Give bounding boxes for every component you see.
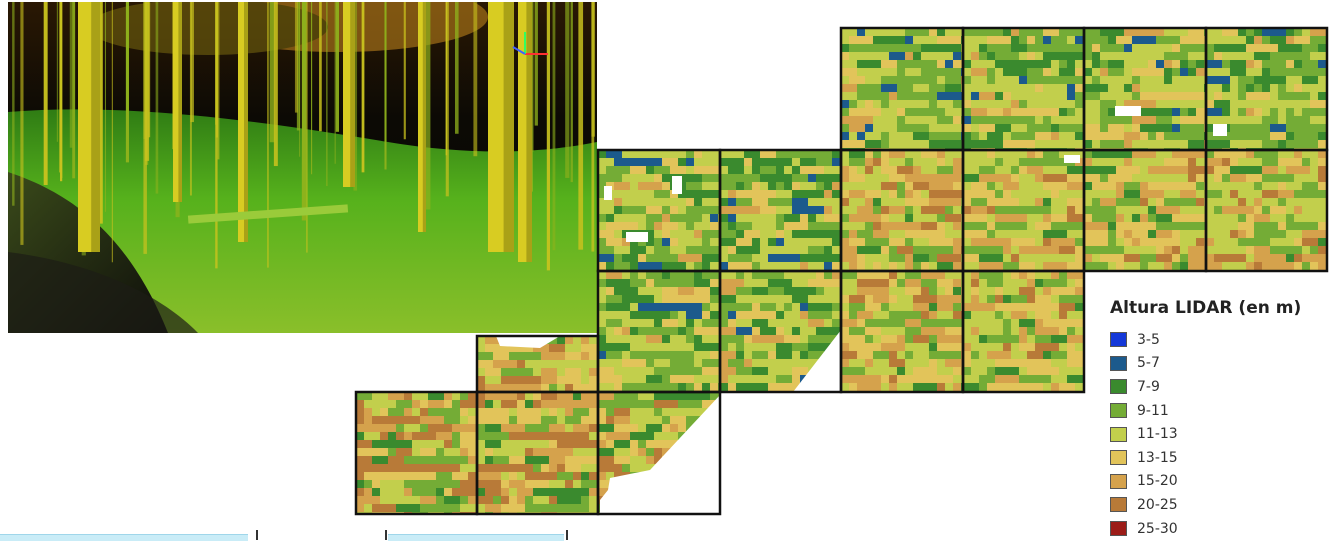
legend-swatch (1110, 332, 1127, 348)
legend-swatch (1110, 497, 1127, 513)
legend-item: 11-13 (1110, 422, 1325, 446)
cropped-panel-strip (388, 534, 564, 541)
legend-swatch (1110, 379, 1127, 395)
lidar-point-cloud-image (8, 2, 597, 333)
legend-item: 7-9 (1110, 375, 1325, 399)
legend-label: 3-5 (1137, 331, 1160, 348)
legend-label: 9-11 (1137, 402, 1169, 419)
legend-swatch (1110, 521, 1127, 537)
legend-title: Altura LIDAR (en m) (1110, 298, 1302, 318)
legend-item: 25-30 (1110, 517, 1325, 541)
legend-item: 3-5 (1110, 328, 1325, 352)
legend-item: 13-15 (1110, 446, 1325, 470)
cropped-panel-tick (385, 530, 387, 540)
legend-item: 15-20 (1110, 470, 1325, 494)
legend-swatch (1110, 403, 1127, 419)
legend-swatch (1110, 473, 1127, 489)
legend-label: 11-13 (1137, 426, 1178, 443)
cropped-panel-tick (256, 530, 258, 540)
legend-label: 5-7 (1137, 355, 1160, 372)
legend-swatch (1110, 355, 1127, 371)
legend-label: 20-25 (1137, 496, 1178, 513)
cropped-panel-tick (566, 530, 568, 540)
legend-swatch (1110, 426, 1127, 442)
legend-item: 9-11 (1110, 399, 1325, 423)
legend-label: 25-30 (1137, 520, 1178, 537)
legend-item: 20-25 (1110, 493, 1325, 517)
legend-label: 13-15 (1137, 449, 1178, 466)
map-legend: Altura LIDAR (en m) 3-5 5-7 7-9 9-11 11-13 13… (1110, 298, 1325, 540)
legend-item: 5-7 (1110, 352, 1325, 376)
legend-label: 15-20 (1137, 473, 1178, 490)
legend-label: 7-9 (1137, 378, 1160, 395)
legend-swatch (1110, 450, 1127, 466)
cropped-panel-strip (0, 534, 248, 541)
